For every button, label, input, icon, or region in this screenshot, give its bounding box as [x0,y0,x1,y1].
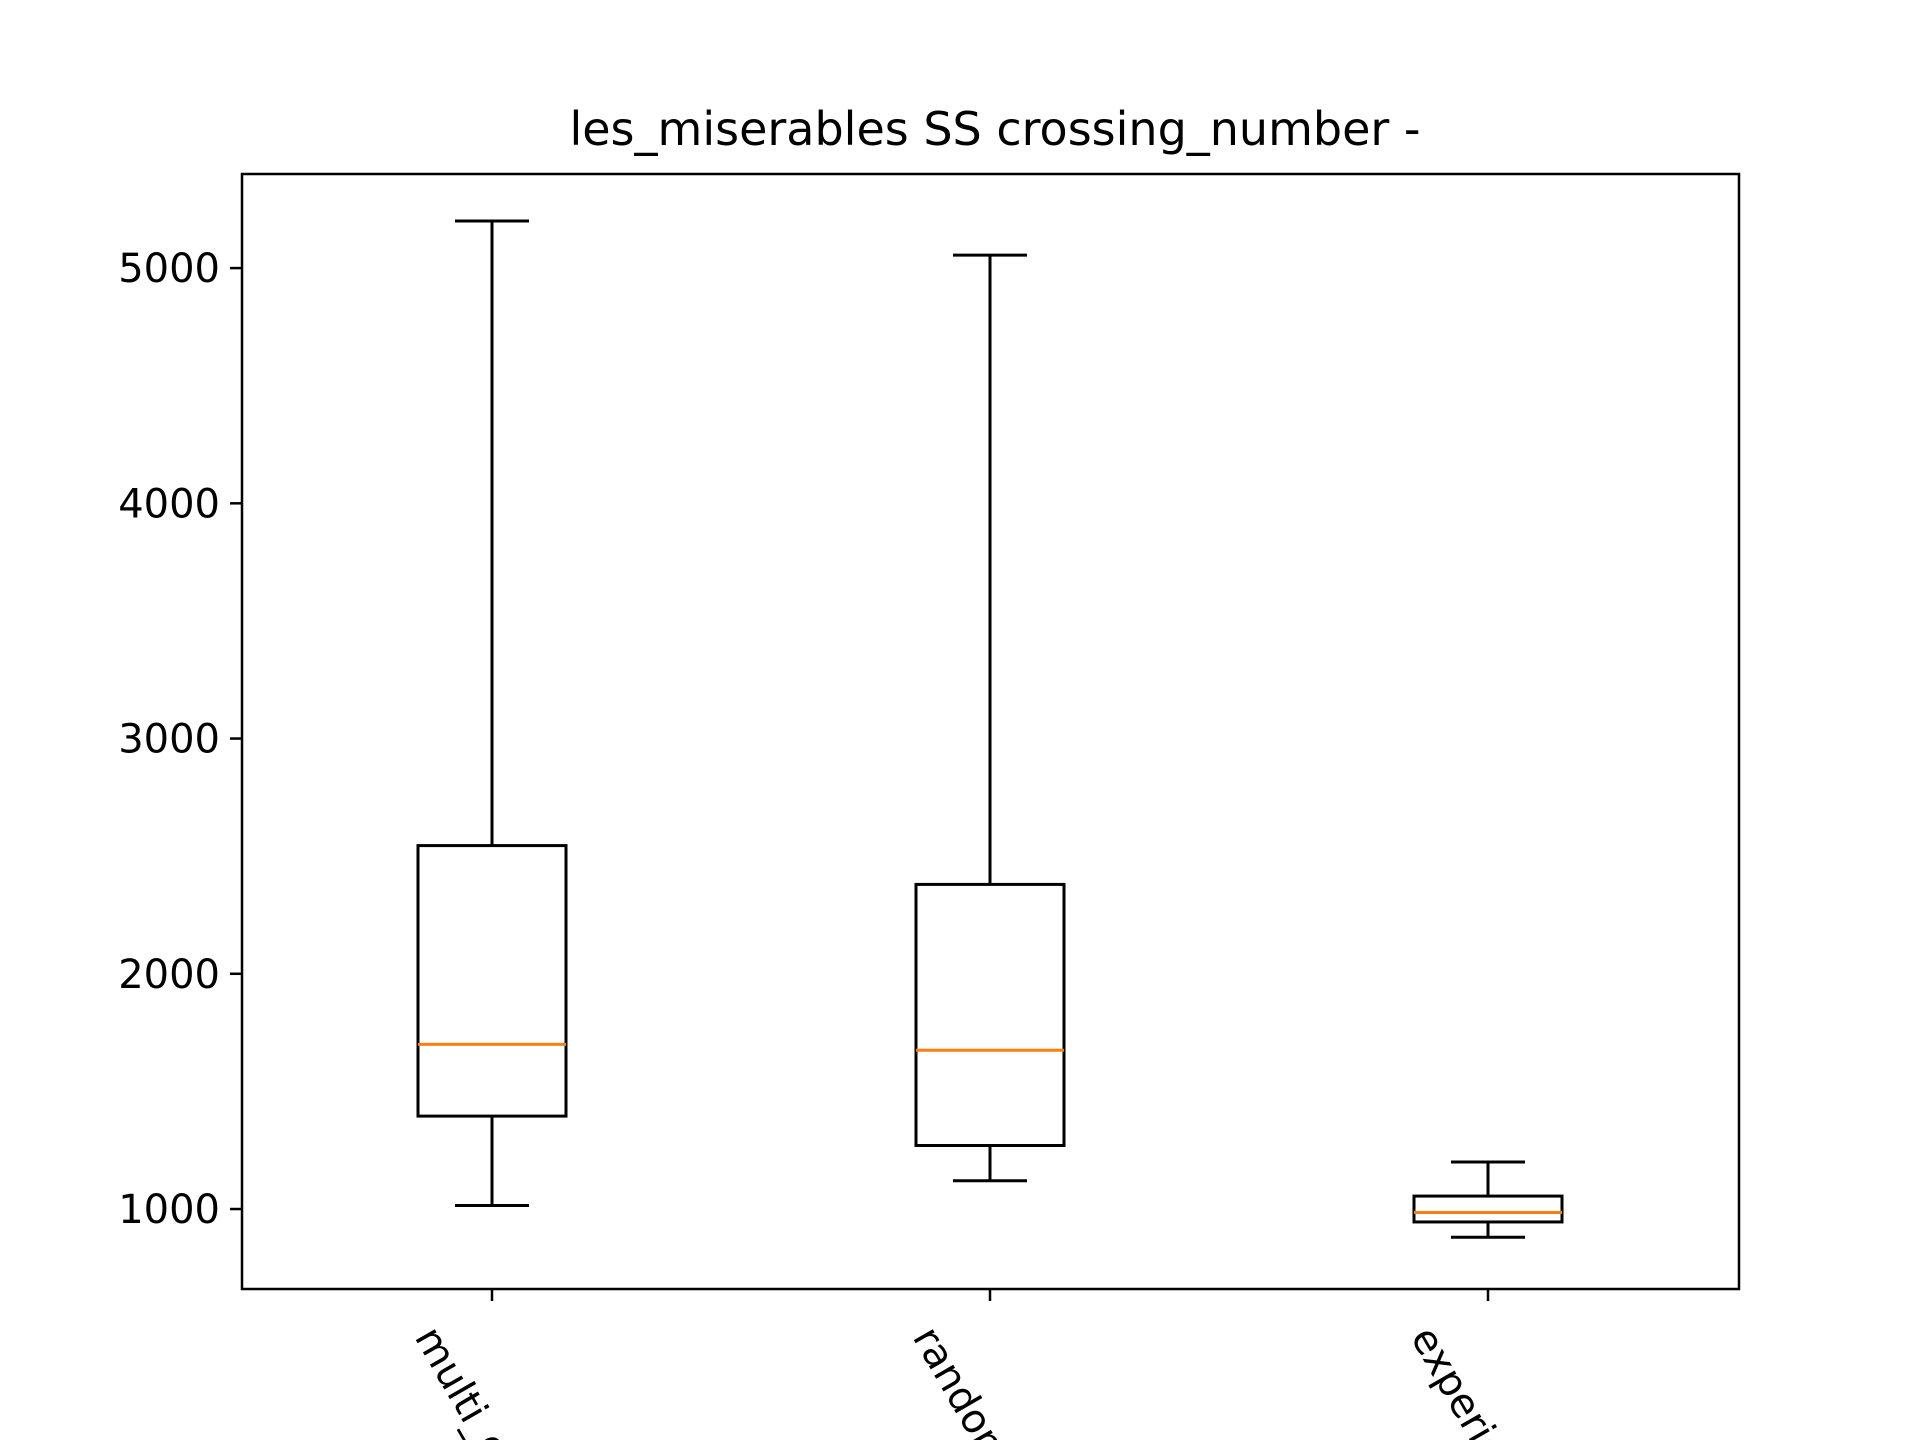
y-tick-label: 5000 [118,246,220,292]
y-tick-label: 3000 [118,717,220,763]
y-tick-label: 1000 [118,1187,220,1233]
box-iqr [1412,1194,1564,1224]
y-tick-label: 2000 [118,952,220,998]
y-tick-label: 4000 [118,481,220,527]
box-iqr [914,882,1066,1148]
chart-title: les_miserables SS crossing_number - [569,102,1420,156]
box-iqr [416,844,568,1118]
axes-frame [240,172,1741,1291]
